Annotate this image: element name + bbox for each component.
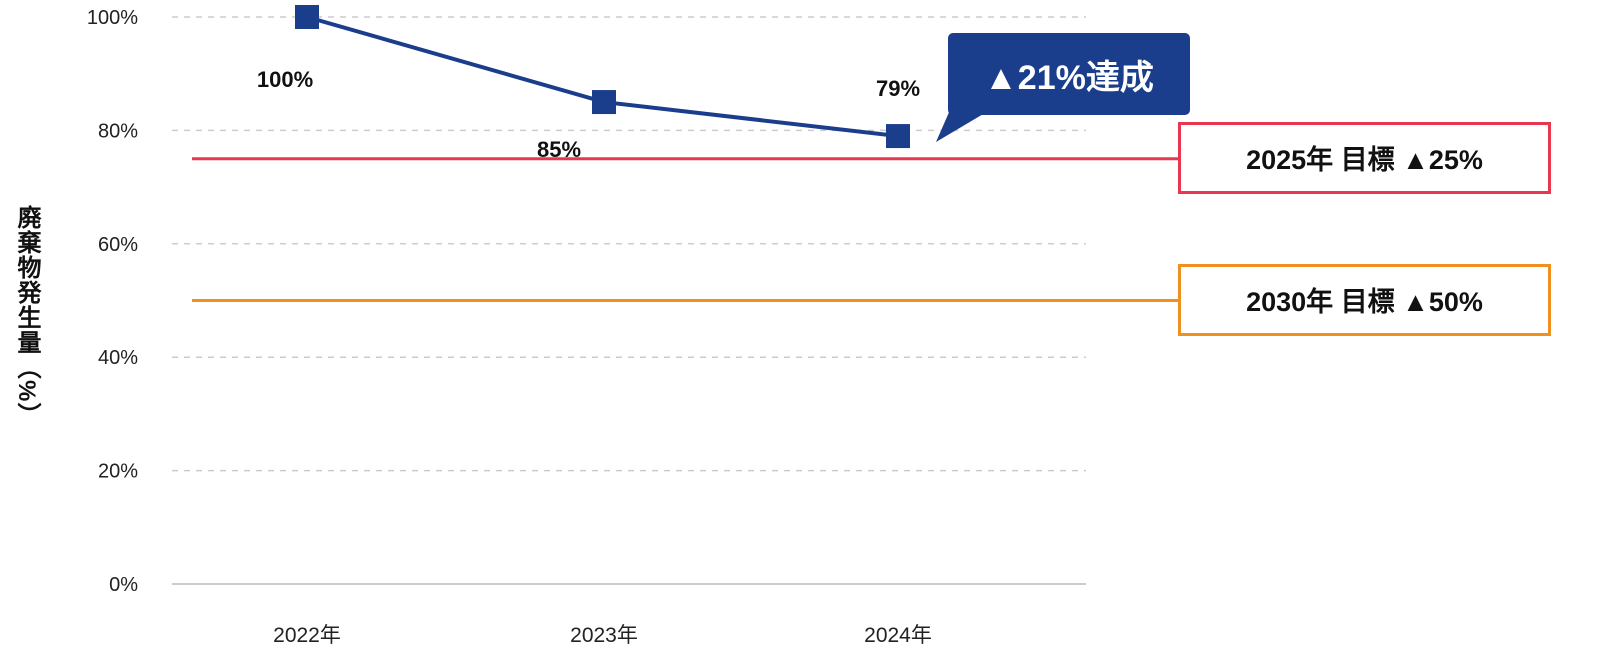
data-point	[886, 124, 910, 149]
x-tick-label: 2023年	[570, 624, 638, 647]
x-tick-label: 2024年	[864, 624, 932, 647]
y-axis-label: 廃棄物発生量（%）	[13, 205, 40, 428]
y-tick-label: 100%	[87, 7, 138, 29]
callout-pointer	[936, 110, 990, 142]
achievement-callout: ▲21%達成	[948, 33, 1190, 115]
y-tick-label: 20%	[98, 461, 138, 483]
y-tick-label: 40%	[98, 347, 138, 369]
target-2025-label: 2025年 目標 ▲25%	[1178, 121, 1551, 194]
data-label: 100%	[257, 67, 313, 92]
data-point	[592, 90, 616, 115]
y-tick-label: 60%	[98, 234, 138, 256]
series-line	[306, 15, 899, 139]
data-label: 85%	[537, 137, 581, 162]
target-2030-label: 2030年 目標 ▲50%	[1178, 263, 1551, 336]
x-tick-label: 2022年	[273, 624, 341, 647]
data-point	[295, 5, 319, 29]
y-tick-label: 0%	[109, 574, 138, 596]
y-tick-label: 80%	[98, 120, 138, 142]
data-label: 79%	[876, 76, 920, 101]
